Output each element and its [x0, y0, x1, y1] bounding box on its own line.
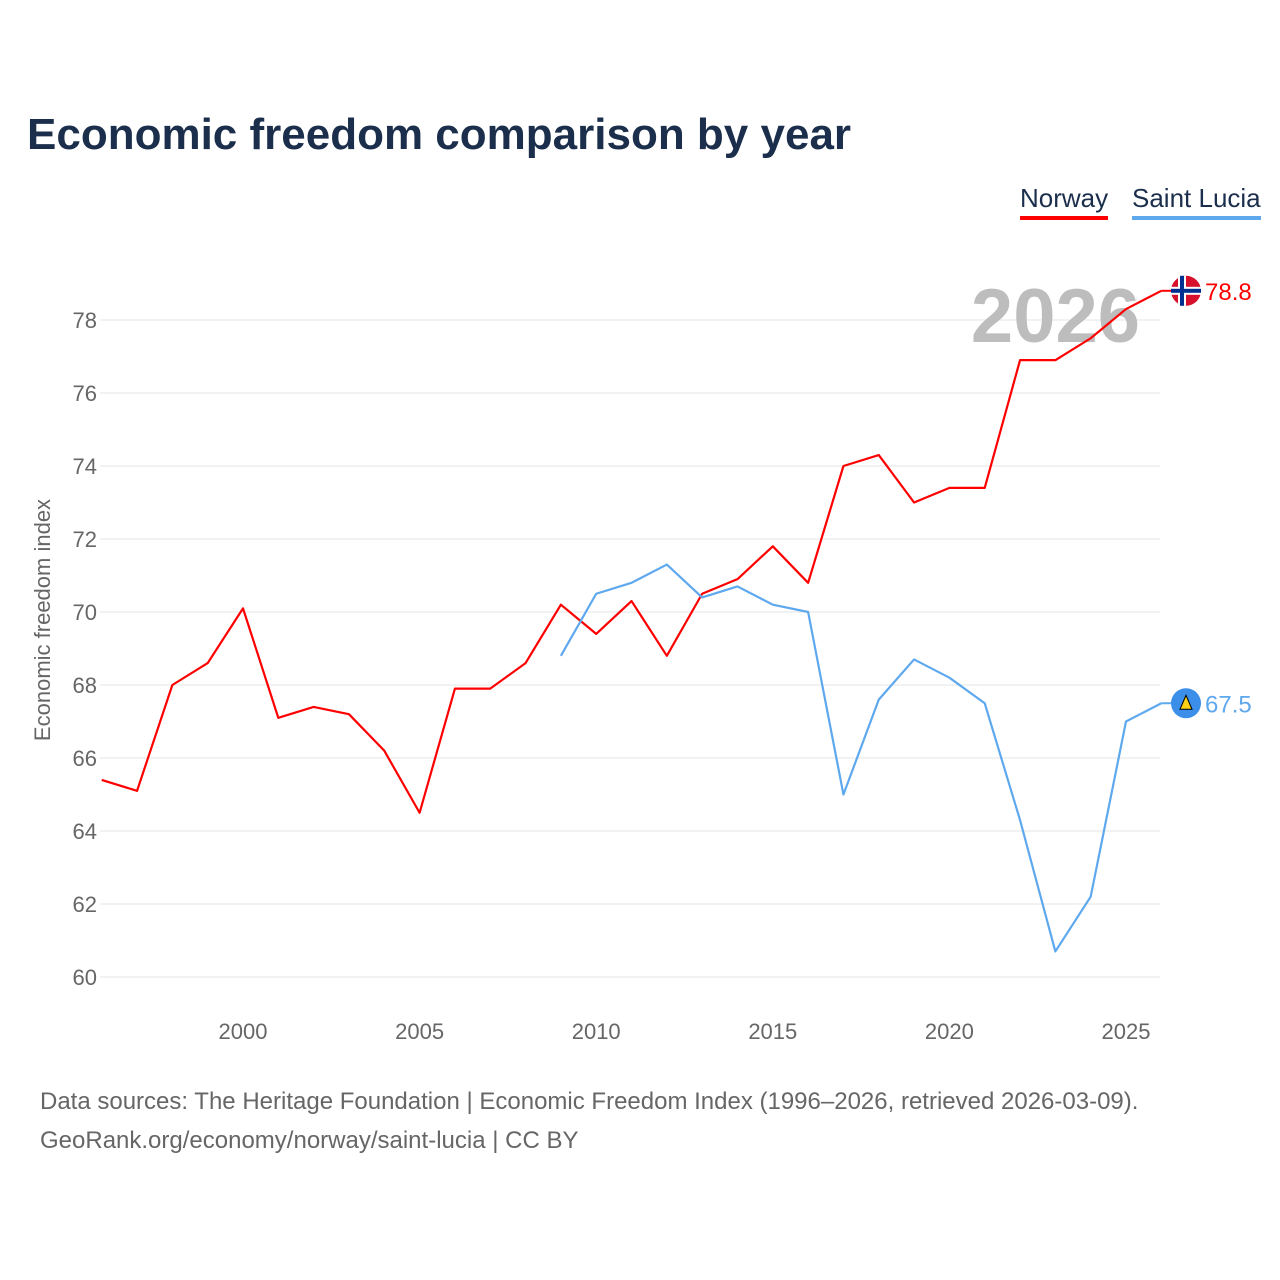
- y-tick-label: 76: [73, 381, 97, 406]
- x-tick-label: 2010: [572, 1019, 621, 1044]
- chart-title: Economic freedom comparison by year: [27, 110, 852, 159]
- flag-cross: [1180, 275, 1184, 306]
- y-tick-label: 70: [73, 600, 97, 625]
- series-line-saint-lucia: [559, 563, 1162, 953]
- flag-cross: [1171, 288, 1201, 293]
- y-tick-label: 66: [73, 746, 97, 771]
- legend-norway[interactable]: Norway: [1020, 183, 1109, 220]
- end-value-label: 67.5: [1205, 691, 1252, 718]
- y-tick-label: 74: [73, 454, 97, 479]
- x-tick-label: 2000: [219, 1019, 268, 1044]
- year-watermark: 2026: [971, 274, 1140, 359]
- legend-saint-lucia[interactable]: Saint Lucia: [1132, 183, 1261, 220]
- flag-triangle: [1179, 693, 1193, 710]
- x-tick-label: 2025: [1102, 1019, 1151, 1044]
- source-text: Data sources: The Heritage Foundation | …: [40, 1088, 1139, 1115]
- x-tick-label: 2015: [748, 1019, 797, 1044]
- y-tick-label: 78: [73, 308, 97, 333]
- x-tick-label: 2005: [395, 1019, 444, 1044]
- y-tick-label: 68: [73, 673, 97, 698]
- end-value-label: 78.8: [1205, 279, 1252, 306]
- y-tick-label: 64: [73, 819, 97, 844]
- y-tick-label: 60: [73, 965, 97, 990]
- attribution-text: GeoRank.org/economy/norway/saint-lucia |…: [40, 1127, 579, 1154]
- y-axis-label: Economic freedom index: [30, 499, 55, 741]
- y-tick-label: 62: [73, 892, 97, 917]
- y-tick-label: 72: [73, 527, 97, 552]
- x-tick-label: 2020: [925, 1019, 974, 1044]
- series-line-norway: [101, 289, 1162, 814]
